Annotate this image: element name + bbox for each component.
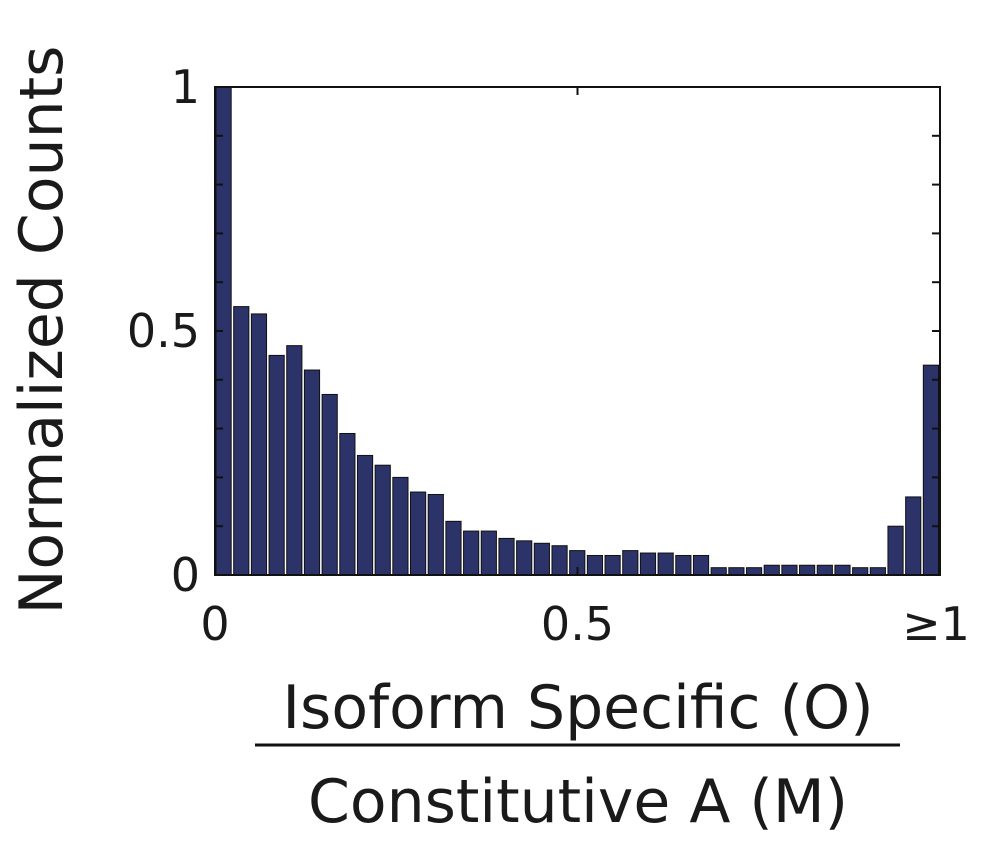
- histogram-bar-34: [816, 564, 833, 576]
- histogram-bar-25: [657, 552, 674, 576]
- histogram-bar-2: [250, 313, 268, 576]
- histogram-bar-28: [710, 567, 727, 576]
- histogram-bar-23: [622, 550, 639, 576]
- histogram-bar-26: [675, 554, 692, 576]
- x-axis-title-denominator: Constitutive A (M): [308, 767, 848, 837]
- histogram-bar-11: [410, 491, 427, 576]
- histogram-bar-13: [445, 520, 462, 576]
- histogram-bar-15: [480, 530, 497, 576]
- y-tick-label-1: 0.5: [127, 304, 200, 358]
- y-tick-label-2: 1: [171, 60, 200, 114]
- histogram-bar-24: [639, 552, 657, 576]
- x-axis-title-numerator: Isoform Specific (O): [282, 673, 873, 743]
- histogram-bar-14: [463, 530, 480, 576]
- histogram-bar-40: [922, 364, 940, 576]
- histogram-bar-21: [586, 554, 604, 576]
- histogram-bar-17: [516, 540, 533, 576]
- histogram-bar-8: [356, 454, 374, 576]
- bars-group: [215, 86, 940, 576]
- histogram-bar-12: [427, 493, 444, 576]
- histogram-bar-32: [781, 564, 798, 576]
- histogram-bar-33: [799, 564, 816, 576]
- histogram-bar-3: [268, 354, 285, 576]
- histogram-bar-22: [604, 554, 621, 576]
- histogram-bar-36: [852, 567, 869, 576]
- histogram-bar-37: [869, 567, 886, 576]
- histogram-bar-38: [887, 525, 904, 576]
- histogram-bar-35: [834, 564, 851, 576]
- histogram-bar-7: [339, 432, 356, 576]
- histogram-bar-18: [533, 542, 550, 576]
- histogram-bar-30: [745, 567, 763, 576]
- histogram-bar-29: [728, 567, 745, 576]
- histogram-bar-31: [763, 564, 780, 576]
- histogram-bar-27: [692, 554, 710, 576]
- histogram-bar-10: [392, 476, 409, 576]
- histogram-bar-39: [905, 496, 922, 576]
- histogram-bar-6: [321, 393, 338, 576]
- ticks-group: [214, 86, 941, 576]
- histogram-bar-1: [233, 306, 250, 576]
- x-tick-label-2: ≥1: [902, 597, 970, 651]
- histogram-bar-4: [286, 345, 303, 576]
- x-tick-label-1: 0.5: [541, 597, 614, 651]
- y-tick-label-0: 0: [171, 548, 200, 602]
- histogram-bar-19: [551, 545, 568, 576]
- x-tick-label-0: 0: [200, 597, 229, 651]
- y-axis-title: Normalized Counts: [7, 46, 77, 615]
- histogram-bar-9: [374, 464, 391, 576]
- histogram-bar-5: [303, 369, 321, 576]
- histogram-bar-16: [498, 537, 515, 576]
